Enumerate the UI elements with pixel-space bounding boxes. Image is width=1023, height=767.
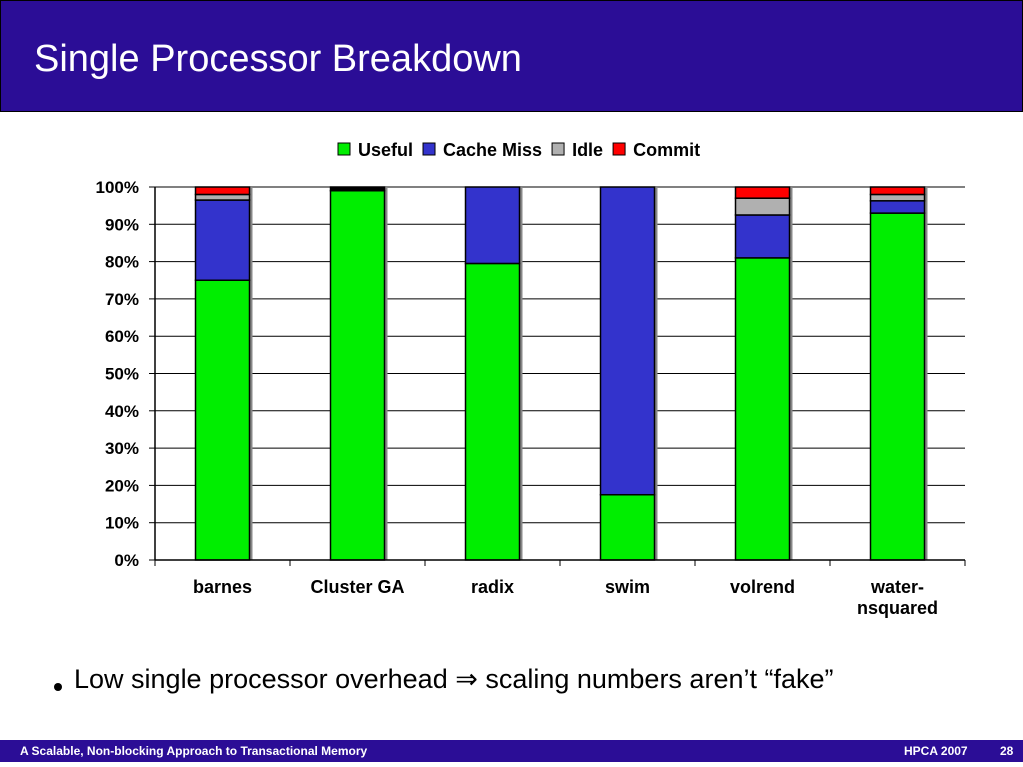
x-tick-label: barnes — [193, 577, 252, 597]
legend-label: Cache Miss — [443, 140, 542, 160]
bar-segment-useful — [194, 279, 251, 561]
y-tick-label: 40% — [105, 402, 139, 421]
legend-swatch — [337, 142, 351, 156]
bar-segment-cache-miss — [194, 199, 251, 281]
bar-segment-useful — [869, 212, 926, 561]
bar-segment-commit — [734, 186, 791, 199]
bar-segment-commit — [869, 186, 926, 196]
bar-segment-cache-miss — [869, 200, 926, 214]
bar-segment-cache-miss — [734, 214, 791, 259]
y-tick-label: 30% — [105, 439, 139, 458]
footer-title: A Scalable, Non-blocking Approach to Tra… — [20, 744, 368, 758]
x-tick-label: swim — [605, 577, 650, 597]
stacked-bar-chart: Useful Cache Miss Idle Commit 0% 10% 20% 30% 40… — [96, 140, 966, 618]
legend-swatch — [612, 142, 626, 156]
chart-legend: Useful Cache Miss Idle Commit — [337, 140, 700, 160]
y-tick-label: 80% — [105, 253, 139, 272]
bar-segment-idle — [869, 193, 926, 202]
x-tick-label: volrend — [730, 577, 795, 597]
bar-segment-useful — [734, 257, 791, 561]
bar-segment-useful — [329, 189, 386, 561]
y-tick-label: 70% — [105, 290, 139, 309]
bar-segment-commit — [329, 186, 386, 192]
y-tick-label: 20% — [105, 476, 139, 495]
legend-label: Useful — [358, 140, 413, 160]
bar-segment-useful — [599, 493, 656, 561]
bar-segment-useful — [464, 262, 521, 561]
y-tick-label: 60% — [105, 327, 139, 346]
y-tick-label: 100% — [96, 178, 139, 197]
bullet-text: Low single processor overhead ⇒ scaling … — [74, 664, 834, 694]
bar-segment-commit — [194, 186, 251, 196]
slide-title: Single Processor Breakdown — [34, 38, 522, 80]
y-tick-label: 50% — [105, 365, 139, 384]
x-tick-label: Cluster GA — [310, 577, 404, 597]
footer-page-number: 28 — [1000, 744, 1014, 758]
bar-segment-cache-miss — [464, 186, 521, 265]
y-tick-labels: 0% 10% 20% 30% 40% 50% 60% 70% 80% 90% 100% — [96, 178, 139, 570]
bar-segment-cache-miss — [599, 186, 656, 496]
y-tick-label: 10% — [105, 514, 139, 533]
y-tick-label: 90% — [105, 215, 139, 234]
legend-swatch — [422, 142, 436, 156]
chart-bars — [194, 186, 928, 561]
x-tick-labels: barnes Cluster GA radix swim volrend water-ns… — [193, 577, 938, 618]
bar-segment-idle — [734, 197, 791, 216]
footer-conference: HPCA 2007 — [904, 744, 968, 758]
x-tick-label: water-nsquared — [857, 577, 938, 618]
legend-swatch — [551, 142, 565, 156]
title-bar — [0, 0, 1023, 112]
footer-bar — [0, 740, 1023, 762]
chart-axes — [154, 187, 966, 566]
x-tick-label: radix — [471, 577, 514, 597]
y-tick-label: 0% — [114, 551, 139, 570]
bullet-dot — [54, 683, 62, 691]
bar-segment-idle — [194, 193, 251, 201]
legend-label: Commit — [633, 140, 700, 160]
legend-label: Idle — [572, 140, 603, 160]
chart-gridlines — [149, 186, 965, 561]
